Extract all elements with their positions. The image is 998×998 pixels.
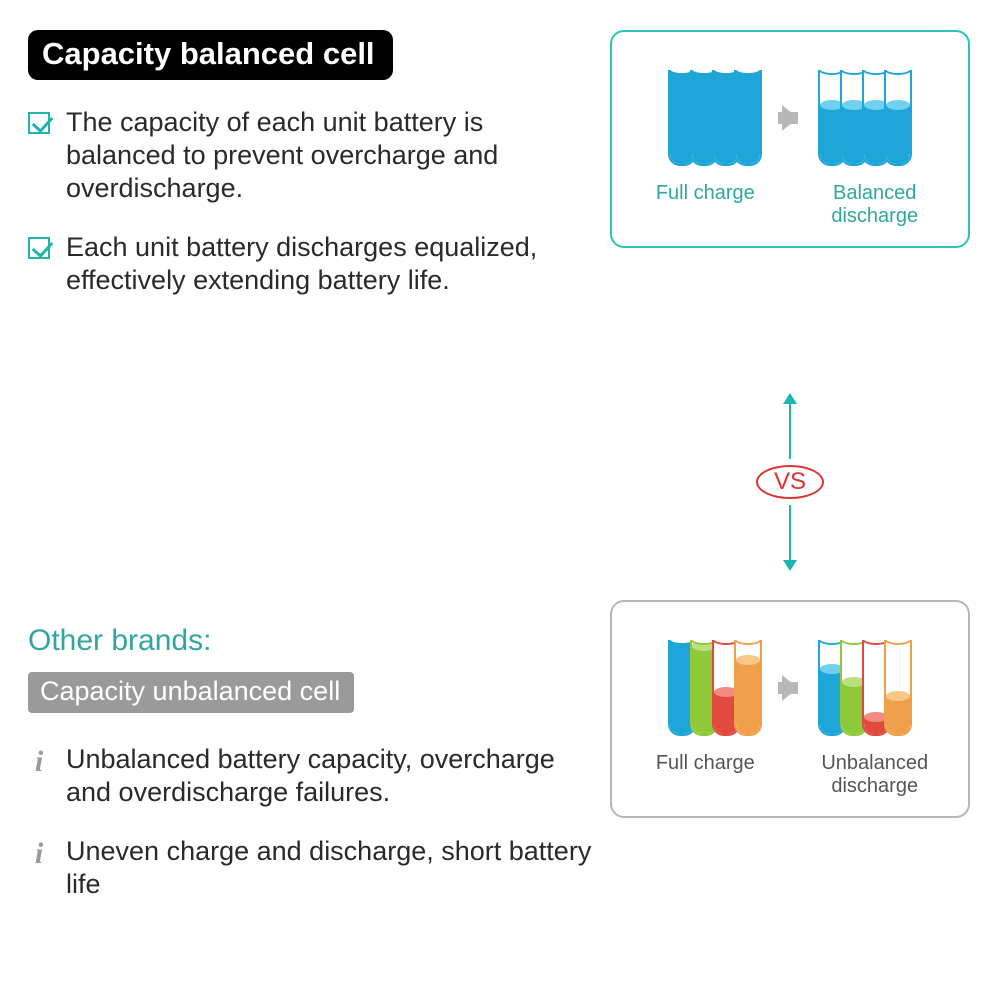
balanced-bullet-1: The capacity of each unit battery is bal… <box>28 106 596 205</box>
balanced-label-full: Full charge <box>636 182 775 228</box>
balanced-panel: Full charge Balanced discharge <box>610 30 970 364</box>
unbalanced-label-full: Full charge <box>636 752 775 798</box>
info-icon: i <box>28 749 54 775</box>
battery-cell <box>884 640 912 736</box>
balanced-bullet-2-text: Each unit battery discharges equalized, … <box>66 231 596 297</box>
unbalanced-section: Other brands: Capacity unbalanced cell i… <box>28 600 596 968</box>
arrow-right-icon <box>782 675 798 701</box>
balanced-bullet-2: Each unit battery discharges equalized, … <box>28 231 596 297</box>
check-icon <box>28 237 54 259</box>
unbalanced-full-charge-cells <box>668 640 762 736</box>
battery-cell <box>734 70 762 166</box>
arrow-down-icon <box>789 505 791 561</box>
unbalanced-title: Capacity unbalanced cell <box>28 672 354 713</box>
balanced-discharge-cells <box>818 70 912 166</box>
unbalanced-bullet-1: i Unbalanced battery capacity, overcharg… <box>28 743 596 809</box>
other-brands-subhead: Other brands: <box>28 624 596 658</box>
battery-cell <box>734 640 762 736</box>
balanced-label-discharge: Balanced discharge <box>805 182 944 228</box>
unbalanced-bullet-2: i Uneven charge and discharge, short bat… <box>28 835 596 901</box>
unbalanced-label-discharge: Unbalanced discharge <box>805 752 944 798</box>
check-icon <box>28 112 54 134</box>
unbalanced-bullet-1-text: Unbalanced battery capacity, overcharge … <box>66 743 596 809</box>
unbalanced-panel: Full charge Unbalanced discharge <box>610 600 970 968</box>
unbalanced-bullet-2-text: Uneven charge and discharge, short batte… <box>66 835 596 901</box>
balanced-full-charge-cells <box>668 70 762 166</box>
balanced-section: Capacity balanced cell The capacity of e… <box>28 30 596 364</box>
arrow-up-icon <box>789 403 791 459</box>
info-icon: i <box>28 841 54 867</box>
unbalanced-discharge-cells <box>818 640 912 736</box>
arrow-right-icon <box>782 105 798 131</box>
balanced-title: Capacity balanced cell <box>28 30 393 80</box>
balanced-bullet-1-text: The capacity of each unit battery is bal… <box>66 106 596 205</box>
vs-divider: VS <box>610 364 970 600</box>
battery-cell <box>884 70 912 166</box>
vs-badge: VS <box>756 465 824 499</box>
